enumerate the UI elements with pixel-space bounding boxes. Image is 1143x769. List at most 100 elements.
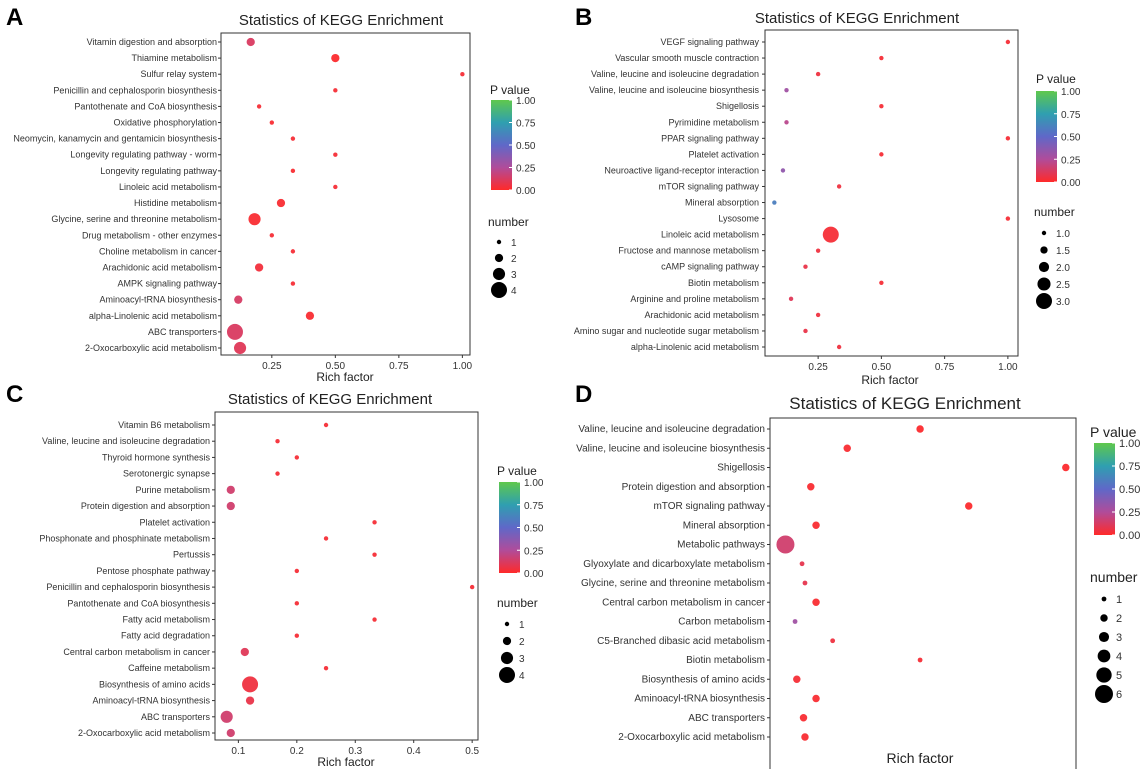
- panel-a-point: [460, 72, 465, 77]
- panel-b: B Statistics of KEGG Enrichment VEGF sig…: [574, 4, 1081, 387]
- panel-c-x-tick-label: 0.1: [231, 746, 245, 757]
- panel-c-y-label: Vitamin B6 metabolism: [118, 420, 210, 430]
- panel-c-point: [275, 439, 280, 444]
- panel-a-y-label: ABC transporters: [148, 327, 218, 337]
- panel-c-point: [469, 584, 475, 590]
- panel-a-points: [226, 37, 465, 355]
- panel-a-point: [290, 136, 296, 141]
- panel-a-y-label: Glycine, serine and threonine metabolism: [51, 214, 217, 224]
- panel-d-point: [916, 425, 924, 433]
- panel-c-point: [372, 552, 377, 557]
- panel-c-point: [226, 485, 235, 494]
- panel-c-y-label: Phosphonate and phosphinate metabolism: [39, 533, 210, 543]
- panel-b-point: [815, 71, 821, 77]
- panel-d-point: [843, 444, 851, 452]
- panel-b-y-label: VEGF signaling pathway: [660, 37, 759, 47]
- panel-c-y-label: Aminoacyl-tRNA biosynthesis: [92, 696, 210, 706]
- panel-c-point: [294, 633, 300, 638]
- panel-b-point: [784, 120, 789, 125]
- panel-c-y-label: Platelet activation: [139, 517, 210, 527]
- panel-b-point: [1005, 39, 1011, 45]
- panel-b-x-tick-label: 0.75: [935, 362, 955, 373]
- panel-d-y-label: Mineral absorption: [683, 520, 765, 531]
- panel-b-size-legend: number 1.0 1.5 2.0 2.5 3.0: [1034, 205, 1075, 309]
- panel-b-y-label: Valine, leucine and isoleucine degradati…: [591, 69, 759, 79]
- panel-a-y-label: Aminoacyl-tRNA biosynthesis: [99, 295, 217, 305]
- panel-c-point: [242, 676, 259, 693]
- panel-b-point: [784, 87, 789, 93]
- panel-b-y-label: cAMP signaling pathway: [661, 262, 759, 272]
- panel-b-y-label: Linoleic acid metabolism: [661, 230, 759, 240]
- panel-b-y-label: Biotin metabolism: [688, 278, 759, 288]
- panel-c-y-label: Pantothenate and CoA biosynthesis: [67, 598, 210, 608]
- panel-d-point: [830, 638, 836, 644]
- panel-b-point: [772, 200, 777, 205]
- panel-b-colorbar-label: 0.25: [1061, 155, 1081, 166]
- panel-d-y-label: Carbon metabolism: [678, 617, 765, 628]
- panel-d-y-label: Glyoxylate and dicarboxylate metabolism: [583, 559, 765, 570]
- panel-b-plot-area: [764, 29, 1019, 357]
- panel-d-y-label: Valine, leucine and isoleucine degradati…: [578, 424, 765, 435]
- panel-c-y-label: Valine, leucine and isoleucine degradati…: [42, 436, 210, 446]
- panel-b-point: [879, 55, 884, 61]
- panel-c-y-label: Fatty acid degradation: [121, 631, 210, 641]
- panel-d-y-label: Protein digestion and absorption: [622, 482, 765, 493]
- panel-d-point: [799, 561, 805, 567]
- panel-b-point: [803, 264, 808, 269]
- panel-a-size-legend-dot: [496, 239, 502, 245]
- panel-b-colorbar-label: 0.75: [1061, 110, 1081, 121]
- panel-c-size-legend-label: 3: [519, 654, 525, 665]
- panel-d-y-label: ABC transporters: [688, 713, 765, 724]
- panel-c-xlabel: Rich factor: [317, 755, 374, 769]
- panel-b-size-legend-label: 2.5: [1056, 280, 1070, 291]
- panel-b-letter: B: [575, 4, 592, 31]
- panel-d-point: [1062, 463, 1070, 472]
- panel-a-y-label: Longevity regulating pathway: [100, 166, 217, 176]
- panel-a-point: [254, 263, 264, 272]
- panel-b-x-tick-label: 1.00: [998, 362, 1018, 373]
- panel-d-size-legend-label: 3: [1116, 632, 1122, 644]
- panel-a-x-tick-label: 0.25: [262, 361, 282, 372]
- panel-c-x-ticks: 0.1 0.2 0.3 0.4 0.5: [231, 740, 480, 757]
- panel-a-y-label: Thiamine metabolism: [131, 53, 217, 63]
- panel-b-point: [1005, 216, 1011, 221]
- panel-a-x-tick-label: 0.75: [389, 361, 409, 372]
- panel-d-point: [965, 502, 973, 510]
- panel-b-y-label: Lysosome: [718, 214, 759, 224]
- panel-a-point: [333, 152, 338, 157]
- panel-c-point: [245, 696, 255, 705]
- panel-d-y-label: Central carbon metabolism in cancer: [602, 597, 766, 608]
- panel-a-point: [331, 53, 340, 63]
- panel-a-point: [269, 120, 275, 125]
- panel-d-size-legend-dot: [1096, 667, 1112, 683]
- panel-c-x-tick-label: 0.2: [290, 746, 304, 757]
- panel-d-y-label: C5-Branched dibasic acid metabolism: [597, 636, 765, 647]
- panel-a-y-label: 2-Oxocarboxylic acid metabolism: [85, 343, 217, 353]
- panel-b-y-label: Arginine and proline metabolism: [630, 294, 759, 304]
- panel-a-y-label: Longevity regulating pathway - worm: [70, 150, 217, 160]
- panel-c-size-legend-label: 1: [519, 620, 525, 631]
- panel-b-pvalue-legend: P value 1.00 0.75 0.50 0.25 0.00: [1036, 72, 1081, 189]
- panel-c-size-legend-dot: [504, 621, 510, 627]
- panel-c-x-tick-label: 0.4: [407, 746, 421, 757]
- panel-c-point: [323, 665, 329, 671]
- panel-c-pvalue-legend-title: P value: [497, 464, 537, 478]
- panel-a-point: [248, 213, 261, 226]
- panel-a-size-legend-dot: [494, 253, 504, 263]
- panel-c-size-legend-dot: [500, 651, 514, 665]
- panel-b-size-legend-label: 1.5: [1056, 246, 1070, 257]
- panel-c-y-label: Caffeine metabolism: [128, 663, 210, 673]
- panel-b-y-label: Valine, leucine and isoleucine biosynthe…: [589, 85, 759, 95]
- panel-b-point: [780, 168, 786, 173]
- panel-a-y-label: Arachidonic acid metabolism: [102, 262, 217, 272]
- panel-c-y-label: 2-Oxocarboxylic acid metabolism: [78, 728, 210, 738]
- panel-c-y-label: ABC transporters: [141, 712, 211, 722]
- panel-a-y-label: Vitamin digestion and absorption: [87, 37, 217, 47]
- panel-b-size-legend-label: 1.0: [1056, 229, 1070, 240]
- panel-b-colorbar-label: 1.00: [1061, 87, 1081, 98]
- panel-b-points: [772, 39, 1011, 350]
- panel-a-point: [290, 249, 296, 254]
- panel-a-point: [276, 198, 286, 208]
- panel-c-y-label: Thyroid hormone synthesis: [102, 452, 211, 462]
- panel-c-point: [323, 422, 329, 428]
